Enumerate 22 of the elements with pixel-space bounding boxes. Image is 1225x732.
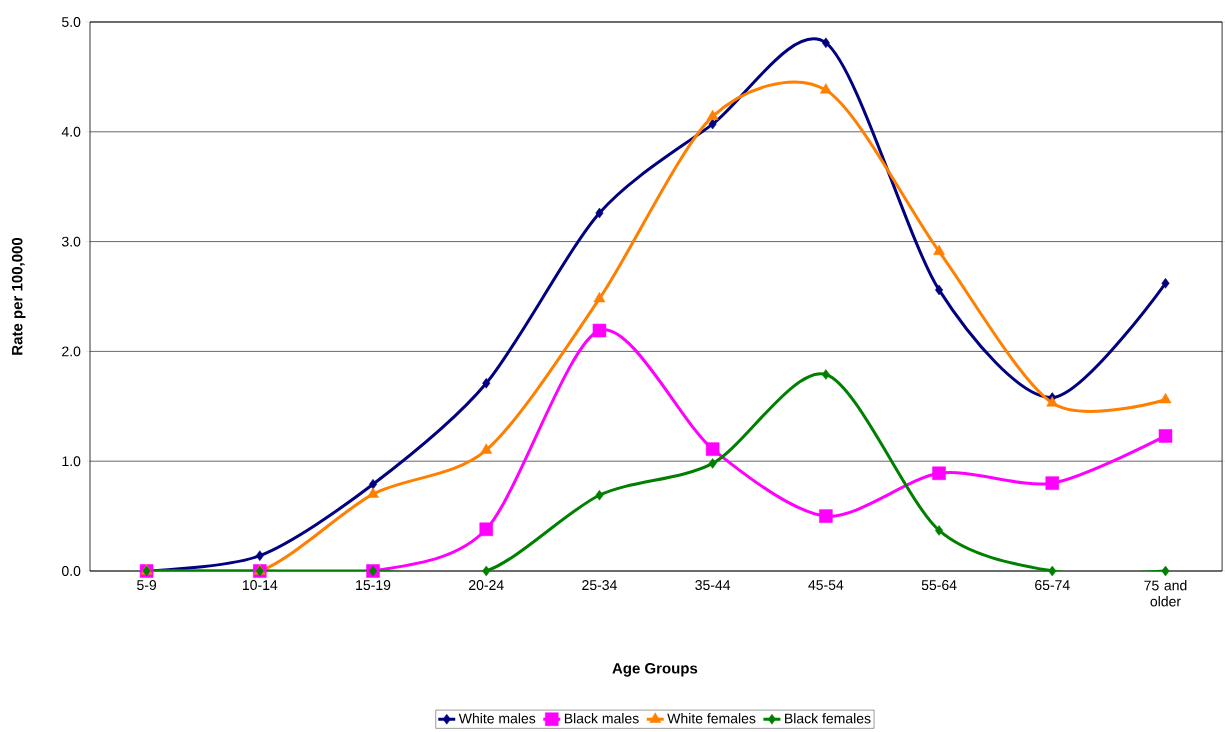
x-axis-title: Age Groups	[612, 663, 698, 677]
y-axis-title: Rate per 100,000	[11, 237, 26, 355]
y-tick-label: 2.0	[62, 346, 81, 357]
y-tick-label: 1.0	[62, 456, 81, 467]
legend-label: Black females	[785, 713, 871, 724]
x-tick-label: 35-44	[695, 580, 731, 591]
x-tick-label: 25-34	[582, 580, 617, 591]
legend-label: White females	[667, 713, 756, 724]
y-tick-label: 0.0	[61, 566, 81, 576]
x-tick-label: 15-19	[356, 580, 391, 591]
legend-label: White males	[458, 713, 536, 724]
y-tick-label: 5.0	[61, 17, 81, 27]
legend-label: Black males	[564, 713, 639, 724]
x-tick-label: 45-54	[808, 580, 844, 590]
x-tick-label: 5-9	[137, 580, 157, 591]
y-tick-label: 3.0	[61, 236, 81, 247]
x-tick-label: 20-24	[469, 580, 504, 591]
x-tick-label: 55-64	[921, 580, 957, 591]
x-tick-label: 10-14	[242, 580, 278, 591]
x-tick-label: 75 and older	[1144, 580, 1187, 607]
y-tick-label: 4.0	[61, 126, 81, 137]
x-tick-label: 65-74	[1035, 580, 1070, 591]
